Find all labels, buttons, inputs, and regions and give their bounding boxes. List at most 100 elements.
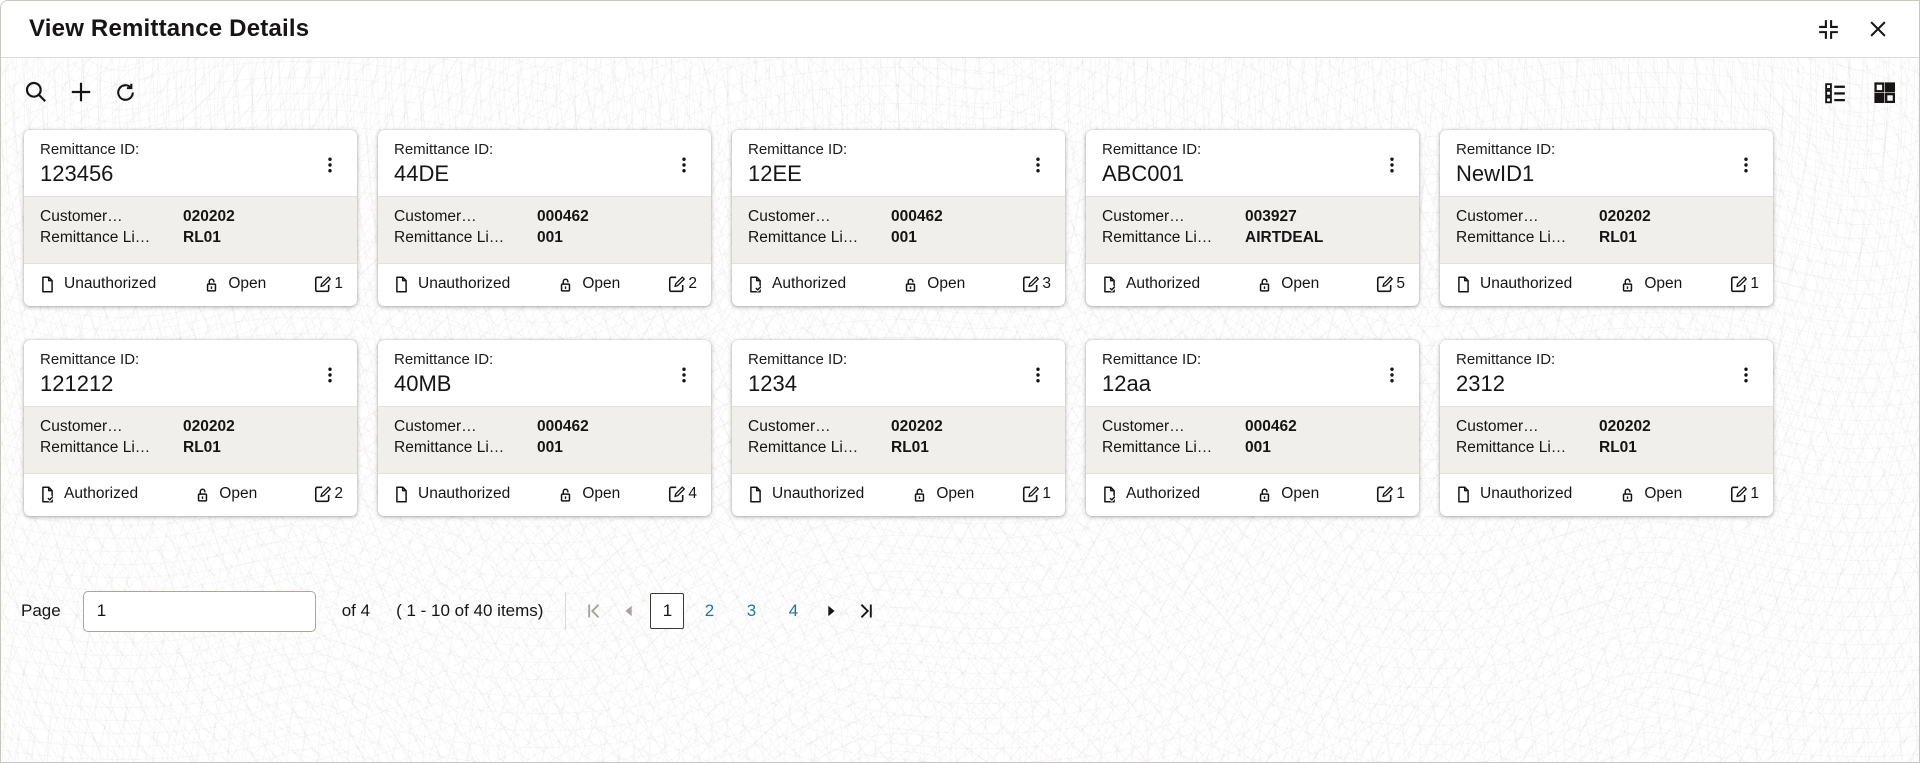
edit-icon (666, 484, 686, 504)
unlock-icon (1618, 485, 1637, 504)
remittance-line-value: RL01 (183, 439, 221, 456)
document-check-icon (38, 485, 57, 504)
customer-label: Customer… (1456, 418, 1539, 435)
customer-label: Customer… (1102, 208, 1185, 225)
document-icon (1454, 485, 1473, 504)
card-kebab-menu-icon[interactable] (1377, 147, 1407, 183)
page-button-2[interactable]: 2 (692, 593, 726, 629)
authorization-status-text: Unauthorized (772, 485, 865, 502)
card-kebab-menu-icon[interactable] (1731, 357, 1761, 393)
edit-count-value: 1 (1750, 485, 1759, 502)
remittance-card[interactable]: Remittance ID: 44DE Customer… 000462 Rem… (378, 130, 711, 306)
customer-label: Customer… (394, 208, 477, 225)
close-icon[interactable] (1865, 16, 1891, 42)
customer-value: 000462 (537, 208, 589, 225)
remittance-card[interactable]: Remittance ID: ABC001 Customer… 003927 R… (1086, 130, 1419, 306)
remittance-card[interactable]: Remittance ID: 12aa Customer… 000462 Rem… (1086, 340, 1419, 516)
edit-count-value: 2 (688, 275, 697, 292)
edit-count-value: 2 (334, 485, 343, 502)
unlock-icon (556, 485, 575, 504)
refresh-icon[interactable] (111, 78, 140, 107)
customer-label: Customer… (748, 418, 831, 435)
card-kebab-menu-icon[interactable] (669, 147, 699, 183)
card-kebab-menu-icon[interactable] (1377, 357, 1407, 393)
previous-page-icon[interactable] (616, 598, 642, 624)
edit-count: 5 (1374, 274, 1405, 294)
card-kebab-menu-icon[interactable] (1023, 357, 1053, 393)
remittance-card[interactable]: Remittance ID: NewID1 Customer… 020202 R… (1440, 130, 1773, 306)
grid-view-icon[interactable] (1870, 78, 1899, 107)
page-title: View Remittance Details (29, 15, 310, 42)
edit-icon (1728, 274, 1748, 294)
authorization-status-text: Unauthorized (418, 275, 511, 292)
page-input[interactable] (82, 590, 316, 632)
remittance-card[interactable]: Remittance ID: 12EE Customer… 000462 Rem… (732, 130, 1065, 306)
customer-value: 003927 (1245, 208, 1297, 225)
card-status-row: Authorized Open (24, 474, 357, 516)
remittance-card[interactable]: Remittance ID: 123456 Customer… 020202 R… (24, 130, 357, 306)
card-header: Remittance ID: 12aa (1086, 340, 1419, 406)
remittance-line-label: Remittance Li… (40, 229, 151, 246)
record-status-text: Open (582, 275, 621, 292)
card-status-row: Authorized Open (1086, 474, 1419, 516)
view-switcher (1821, 78, 1899, 107)
document-icon (38, 275, 57, 294)
document-check-icon (1100, 275, 1119, 294)
collapse-icon[interactable] (1814, 15, 1843, 44)
remittance-card[interactable]: Remittance ID: 2312 Customer… 020202 Rem… (1440, 340, 1773, 516)
remittance-card[interactable]: Remittance ID: 121212 Customer… 020202 R… (24, 340, 357, 516)
customer-value: 020202 (891, 418, 943, 435)
page-button-1[interactable]: 1 (650, 593, 685, 629)
list-view-icon[interactable] (1821, 78, 1850, 107)
unlock-icon (1255, 485, 1274, 504)
card-kebab-menu-icon[interactable] (315, 357, 345, 393)
card-kebab-menu-icon[interactable] (1731, 147, 1761, 183)
card-details-section: Customer… 003927 Remittance Li… AIRTDEAL (1086, 196, 1419, 264)
remittance-line-value: RL01 (183, 229, 221, 246)
record-status-text: Open (1281, 485, 1320, 502)
document-check-icon (1100, 485, 1119, 504)
edit-count-value: 1 (1042, 485, 1051, 502)
remittance-id-value: 1234 (748, 371, 797, 396)
card-kebab-menu-icon[interactable] (1023, 147, 1053, 183)
card-status-row: Unauthorized Open (24, 264, 357, 306)
edit-count-value: 1 (334, 275, 343, 292)
card-kebab-menu-icon[interactable] (669, 357, 699, 393)
card-details-section: Customer… 020202 Remittance Li… RL01 (1440, 406, 1773, 474)
next-page-icon[interactable] (818, 598, 844, 624)
card-status-row: Authorized Open (732, 264, 1065, 306)
remittance-id-label: Remittance ID: (394, 141, 494, 158)
customer-label: Customer… (40, 418, 123, 435)
unlock-icon (193, 485, 212, 504)
plus-icon[interactable] (66, 77, 96, 107)
card-status-row: Unauthorized Open (378, 264, 711, 306)
edit-count: 1 (1020, 484, 1051, 504)
record-status: Open (1255, 275, 1319, 294)
card-kebab-menu-icon[interactable] (315, 147, 345, 183)
record-status-text: Open (1644, 275, 1683, 292)
titlebar: View Remittance Details (1, 1, 1919, 58)
remittance-id-value: 123456 (40, 161, 114, 186)
record-status: Open (1618, 485, 1682, 504)
remittance-card[interactable]: Remittance ID: 1234 Customer… 020202 Rem… (732, 340, 1065, 516)
authorization-status: Unauthorized (392, 485, 510, 504)
search-icon[interactable] (21, 77, 51, 107)
edit-count-value: 3 (1042, 275, 1051, 292)
remittance-line-value: RL01 (891, 439, 929, 456)
record-status-text: Open (582, 485, 621, 502)
page-button-4[interactable]: 4 (776, 593, 810, 629)
authorization-status-text: Authorized (772, 275, 847, 292)
document-icon (392, 275, 411, 294)
customer-value: 020202 (1599, 208, 1651, 225)
page-button-3[interactable]: 3 (734, 593, 768, 629)
remittance-id-label: Remittance ID: (1456, 351, 1556, 368)
edit-count: 1 (1728, 274, 1759, 294)
record-status-text: Open (1281, 275, 1320, 292)
remittance-card[interactable]: Remittance ID: 40MB Customer… 000462 Rem… (378, 340, 711, 516)
customer-value: 020202 (183, 418, 235, 435)
last-page-icon[interactable] (852, 597, 880, 625)
record-status: Open (556, 485, 620, 504)
first-page-icon[interactable] (580, 597, 608, 625)
remittance-line-value: 001 (1245, 439, 1271, 456)
